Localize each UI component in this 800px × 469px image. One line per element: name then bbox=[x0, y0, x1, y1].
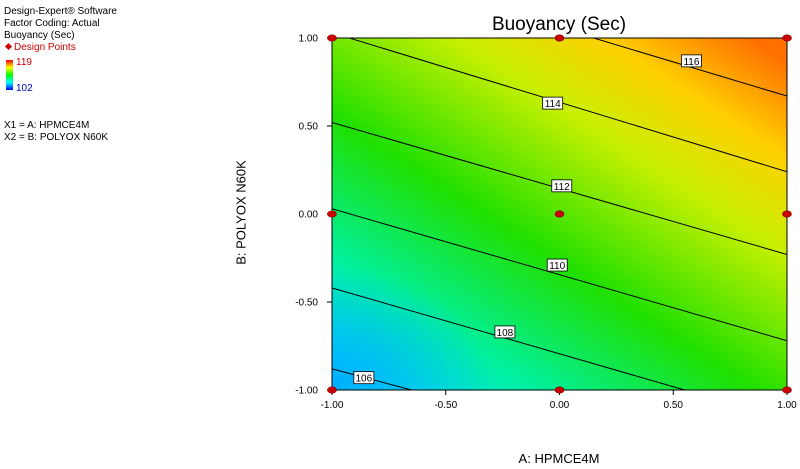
contour-line-110 bbox=[332, 208, 787, 342]
contour-label-box-106 bbox=[353, 371, 375, 385]
x-tick-label: 1.00 bbox=[777, 400, 797, 411]
contour-label-116: 116 bbox=[683, 57, 699, 68]
design-point bbox=[327, 386, 337, 394]
contour-label-114: 114 bbox=[545, 99, 561, 110]
factor-definitions: X1 = A: HPMCE4M X2 = B: POLYOX N60K bbox=[4, 120, 108, 144]
color-scale-high: 119 bbox=[16, 57, 32, 68]
y-tick-label: 1.00 bbox=[299, 34, 319, 45]
x-axis-label: A: HPMCE4M bbox=[519, 451, 600, 466]
contour-labels: 106 108 110 112 114 116 bbox=[353, 54, 702, 385]
color-scale-bar bbox=[6, 60, 13, 90]
design-point bbox=[327, 210, 337, 218]
y-tick-label: -0.50 bbox=[295, 298, 318, 309]
contour-line-108 bbox=[332, 287, 685, 390]
design-point bbox=[782, 386, 792, 394]
factor-coding: Factor Coding: Actual bbox=[4, 18, 100, 29]
design-points-legend: Design Points bbox=[4, 42, 117, 54]
x-tick-label: -0.50 bbox=[434, 400, 457, 411]
y-tick-label: 0.00 bbox=[299, 210, 319, 221]
x-tick-label: -1.00 bbox=[321, 400, 344, 411]
color-scale-low: 102 bbox=[16, 83, 33, 94]
design-point bbox=[554, 386, 565, 394]
software-name: Design-Expert® Software bbox=[4, 6, 117, 17]
contour-label-box-116 bbox=[681, 54, 702, 68]
design-point bbox=[554, 34, 565, 42]
contour-label-box-114 bbox=[542, 96, 564, 110]
factor-x2: X2 = B: POLYOX N60K bbox=[4, 132, 109, 143]
chart-title: Buoyancy (Sec) bbox=[492, 14, 626, 35]
y-tick-label: 0.50 bbox=[299, 122, 319, 133]
design-points-label: Design Points bbox=[14, 42, 76, 53]
design-points bbox=[327, 34, 792, 394]
contour-label-108: 108 bbox=[497, 328, 514, 339]
response-name: Buoyancy (Sec) bbox=[4, 30, 75, 41]
contour-label-106: 106 bbox=[356, 374, 373, 385]
contour-label-112: 112 bbox=[554, 182, 570, 193]
y-axis-label: B: POLYOX N60K bbox=[233, 160, 249, 265]
contour-label-110: 110 bbox=[549, 261, 565, 272]
y-axis-ticks: -1.00 -0.50 0.00 0.50 1.00 bbox=[295, 34, 332, 397]
design-point bbox=[327, 34, 337, 42]
design-point bbox=[782, 34, 792, 42]
contour-label-box-112 bbox=[551, 179, 573, 193]
x-tick-label: 0.50 bbox=[664, 400, 684, 411]
x-tick-label: 0.00 bbox=[550, 400, 570, 411]
contour-label-box-108 bbox=[494, 325, 516, 339]
contour-label-box-110 bbox=[546, 258, 568, 272]
design-point bbox=[554, 210, 565, 218]
y-tick-label: -1.00 bbox=[295, 386, 318, 397]
design-point bbox=[782, 210, 792, 218]
legend-panel: Design-Expert® Software Factor Coding: A… bbox=[4, 6, 117, 54]
factor-x1: X1 = A: HPMCE4M bbox=[4, 120, 90, 131]
